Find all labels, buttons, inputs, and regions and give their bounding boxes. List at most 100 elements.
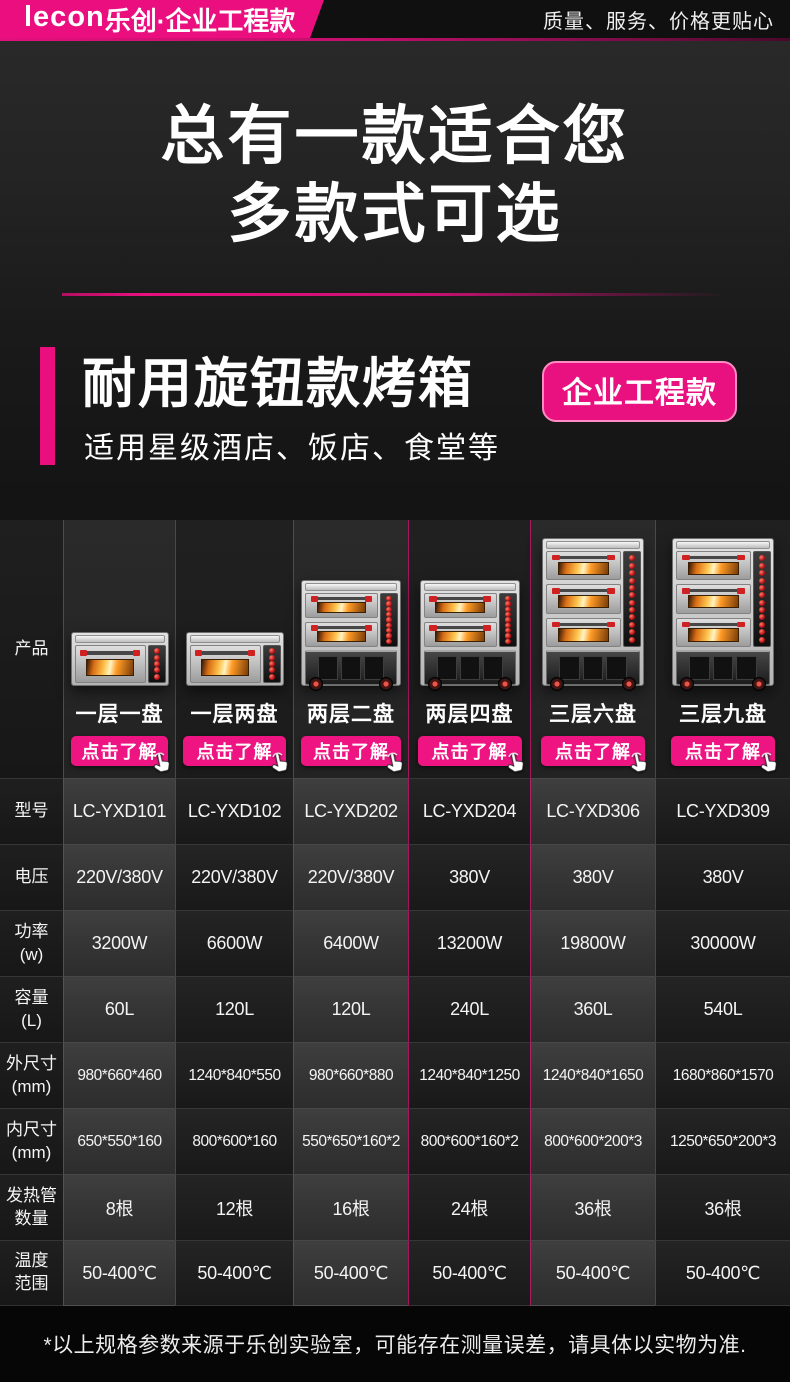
oven-deck (305, 622, 378, 647)
spec-tubes-cell: 16根 (293, 1174, 408, 1240)
wheel-icon (622, 677, 636, 691)
deck-handle (681, 621, 745, 627)
control-panel (380, 593, 398, 647)
oven-image-LC-YXD102 (185, 632, 284, 686)
spec-capacity-cell: 120L (175, 976, 293, 1042)
stand-slot (459, 656, 480, 680)
knob-icon (629, 577, 635, 584)
deck-window (557, 595, 610, 609)
deck-handle (80, 650, 141, 657)
spec-tubes-cell: 36根 (530, 1174, 655, 1240)
spec-capacity-cell: 540L (655, 976, 790, 1042)
deck-window (687, 628, 740, 642)
oven-stand (676, 650, 770, 691)
knob-icon (629, 636, 635, 643)
knob-icon (759, 607, 765, 613)
top-bar: lecon 乐创·企业工程款 质量、服务、价格更贴心 (0, 0, 790, 38)
knob-icon (759, 584, 765, 591)
spec-temp-cell: 50-400℃ (175, 1240, 293, 1306)
click-hand-icon (760, 752, 777, 773)
oven-top-cap (423, 583, 516, 591)
cta-button[interactable]: 点击了解 (300, 736, 403, 773)
oven-image-LC-YXD101 (70, 632, 169, 686)
knob-icon (759, 614, 765, 621)
deck-window (557, 628, 610, 642)
knob-icon (386, 633, 392, 639)
knob-icon (386, 622, 392, 628)
knob-icon (386, 611, 392, 618)
knob-icon (268, 667, 275, 674)
knob-icon (386, 627, 392, 634)
product-name: 三层九盘 (679, 703, 767, 726)
oven-deck (676, 551, 751, 581)
row-label-temp: 温度 范围 (0, 1240, 63, 1306)
oven-deck (676, 617, 751, 647)
oven-decks (302, 591, 380, 649)
row-label-inner: 内尺寸 (mm) (0, 1108, 63, 1174)
oven-body (673, 549, 773, 649)
wheel-icon (680, 677, 694, 691)
wheel-icon (309, 677, 323, 691)
knob-icon (153, 673, 160, 680)
oven-decks (673, 549, 753, 649)
click-hand-icon (154, 752, 170, 773)
section-title: 耐用旋钮款烤箱 (82, 354, 474, 414)
spec-outer-cell: 1240*840*1650 (530, 1042, 655, 1108)
product-column-LC-YXD102: 一层两盘 点击了解 (175, 520, 293, 778)
brand-logo: lecon (24, 1, 105, 33)
knob-icon (386, 638, 392, 644)
oven-deck (546, 584, 621, 614)
knob-icon (504, 596, 511, 602)
spec-inner-cell: 800*600*200*3 (530, 1108, 655, 1174)
knob-icon (504, 611, 511, 618)
deck-handle (429, 596, 491, 602)
knob-icon (386, 617, 392, 623)
stand-slot (606, 656, 628, 680)
cta-button[interactable]: 点击了解 (70, 736, 170, 773)
control-panel (623, 551, 641, 647)
knob-icon (759, 599, 765, 606)
stand-slot (364, 656, 384, 680)
row-label-model: 型号 (0, 778, 63, 844)
spec-power-cell: 3200W (63, 910, 175, 976)
oven-deck (74, 645, 146, 683)
cta-button[interactable]: 点击了解 (541, 736, 647, 773)
knob-icon (629, 607, 635, 613)
spec-outer-cell: 1240*840*550 (175, 1042, 293, 1108)
oven-decks (543, 549, 623, 649)
spec-capacity-cell: 120L (293, 976, 408, 1042)
knob-icon (759, 570, 765, 577)
oven-image-LC-YXD204 (419, 580, 520, 691)
cta-button[interactable]: 点击了解 (183, 736, 288, 773)
cta-button[interactable]: 点击了解 (417, 736, 524, 773)
oven-body (421, 591, 519, 649)
deck-window (200, 658, 250, 677)
oven-decks (187, 643, 263, 685)
oven-deck (546, 617, 621, 647)
stand-slot (582, 656, 604, 680)
oven-stand (546, 650, 640, 691)
spec-inner-cell: 1250*650*200*3 (655, 1108, 790, 1174)
knob-icon (759, 592, 765, 599)
stand-slot (318, 656, 338, 680)
spec-power-cell: 13200W (408, 910, 530, 976)
spec-outer-cell: 980*660*460 (63, 1042, 175, 1108)
knob-icon (504, 617, 511, 623)
oven-top-cap (189, 635, 280, 643)
section-subtitle: 适用星级酒店、饭店、食堂等 (84, 432, 500, 465)
spec-power-cell: 19800W (530, 910, 655, 976)
oven-image-LC-YXD202 (301, 580, 401, 691)
spec-tubes-cell: 24根 (408, 1174, 530, 1240)
hero-section: 总有一款适合您 多款式可选 (0, 41, 790, 296)
deck-handle (310, 596, 373, 602)
oven-decks (421, 591, 499, 649)
deck-window (557, 561, 610, 575)
oven-image-LC-YXD306 (542, 538, 644, 691)
oven-top-cap (74, 635, 165, 643)
deck-handle (551, 621, 615, 627)
cta-button[interactable]: 点击了解 (671, 736, 777, 773)
deck-handle (310, 625, 373, 631)
deck-window (316, 631, 367, 643)
knob-icon (386, 601, 392, 607)
